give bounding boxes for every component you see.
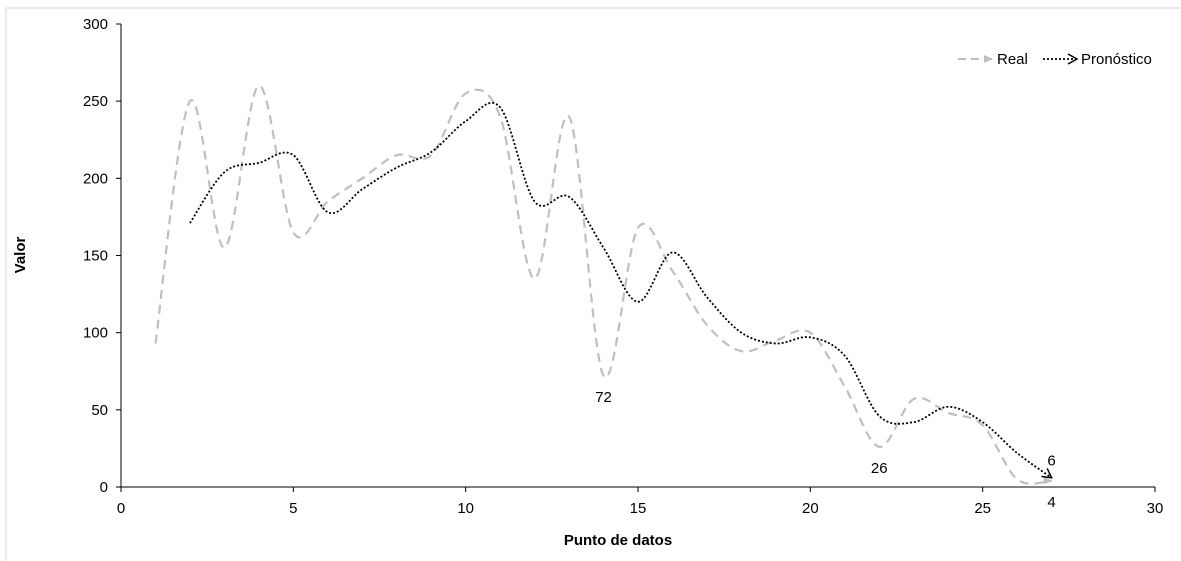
- y-tick-label: 250: [83, 93, 108, 110]
- data-label: 4: [1047, 494, 1055, 511]
- x-tick-label: 10: [457, 500, 474, 517]
- x-tick-label: 30: [1147, 500, 1164, 517]
- y-axis-ticks: 0 50 100 150 200 250 300: [83, 16, 121, 496]
- legend-label-real: Real: [997, 51, 1028, 68]
- x-tick-label: 5: [289, 500, 297, 517]
- series-line-pronostico: [189, 101, 1053, 479]
- data-label: 72: [595, 389, 612, 406]
- data-labels: 72 26 6 4: [595, 389, 1056, 511]
- x-tick-label: 15: [630, 500, 647, 517]
- series-line-real: [154, 84, 1053, 485]
- y-tick-label: 150: [83, 248, 108, 265]
- y-tick-label: 200: [83, 170, 108, 187]
- x-tick-label: 0: [117, 500, 125, 517]
- y-axis-title: Valor: [12, 236, 29, 273]
- x-axis-ticks: 0 5 10 15 20 25 30: [117, 487, 1164, 517]
- x-axis-title: Punto de datos: [564, 532, 672, 549]
- legend-label-pronostico: Pronóstico: [1081, 51, 1152, 68]
- y-tick-label: 50: [91, 402, 108, 419]
- x-tick-label: 25: [974, 500, 991, 517]
- y-tick-label: 100: [83, 325, 108, 342]
- y-tick-label: 300: [83, 16, 108, 33]
- data-label: 6: [1047, 453, 1055, 470]
- legend: Real Pronóstico: [958, 51, 1152, 68]
- series-layer: [154, 84, 1053, 485]
- y-tick-label: 0: [100, 479, 108, 496]
- data-label: 26: [871, 460, 888, 477]
- x-tick-label: 20: [802, 500, 819, 517]
